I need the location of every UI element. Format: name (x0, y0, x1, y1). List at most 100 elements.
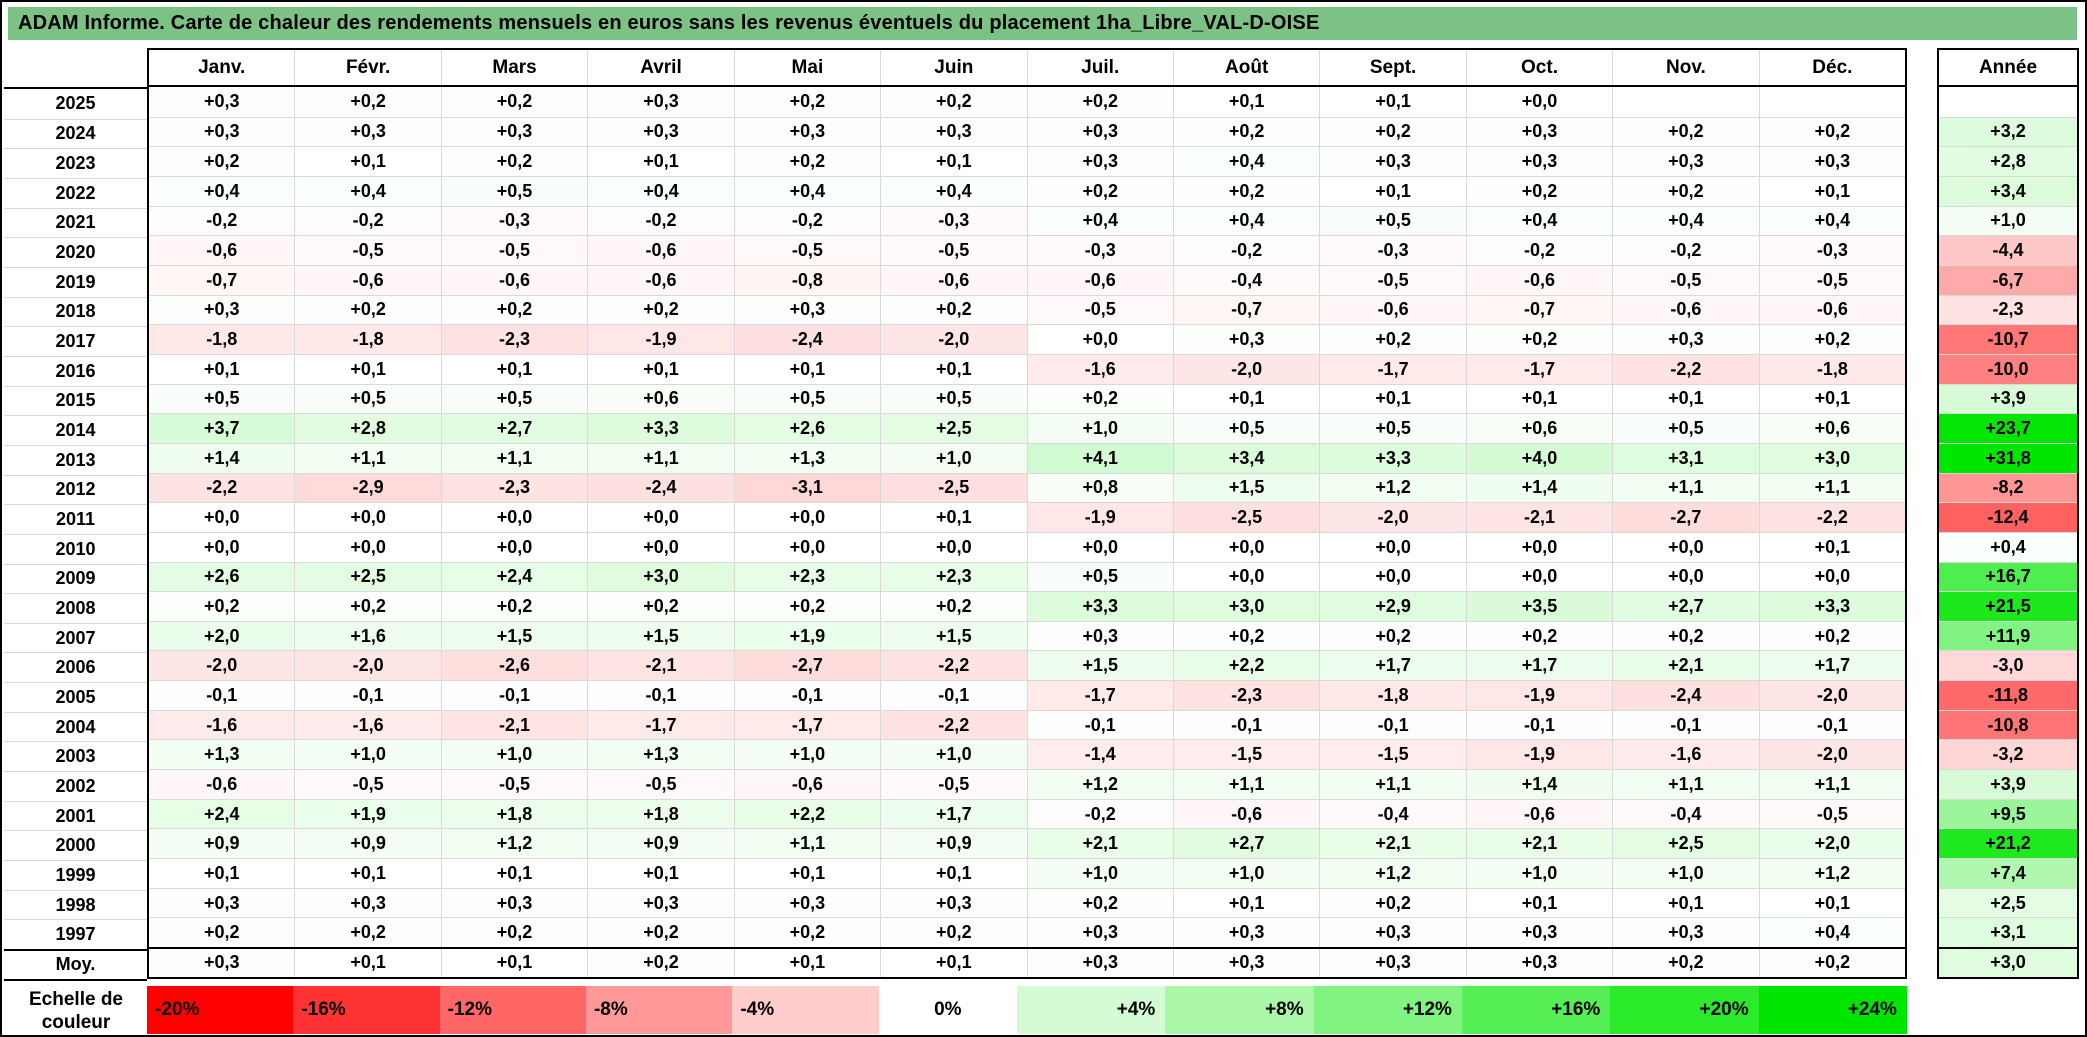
table-row: -0,1 -0,1 -0,1 -0,1 -0,1 -0,1 -1,7 -2,3 -1,8 -1,9… (149, 680, 1906, 710)
table-row: +1,3 +1,0 +1,0 +1,3 +1,0 +1,0 -1,4 -1,5 -1,5 -1,9… (149, 739, 1906, 770)
legend-tile-p4pct: +4% (1016, 986, 1166, 1034)
annual-value-cell: +21,5 (1939, 592, 2077, 621)
heatmap-cell: +0,4 (1466, 206, 1614, 236)
heatmap-cell: -0,4 (1320, 799, 1467, 829)
legend-tile-m4pct: -4% (732, 986, 879, 1034)
heatmap-cell: -1,6 (1027, 354, 1174, 384)
table-row: +0,0 +0,0 +0,0 +0,0 +0,0 +0,1 -1,9 -2,5 -2,0 -2,1… (149, 502, 1906, 532)
heatmap-cell: +0,1 (1173, 87, 1321, 117)
column-header-mars: Mars (442, 50, 589, 85)
heatmap-cell: +0,2 (1613, 949, 1760, 977)
heatmap-cell: -1,7 (588, 710, 735, 740)
annual-row: +3,9 (1939, 383, 2077, 414)
heatmap-cell: +0,0 (149, 532, 296, 562)
heatmap-cell: +0,2 (1320, 888, 1467, 918)
heatmap-cell: +0,2 (149, 592, 296, 621)
legend-tile-m20pct: -20% (147, 986, 294, 1034)
row-label-2024: 2024 (4, 118, 147, 149)
heatmap-cell: +1,1 (1759, 770, 1906, 799)
annual-row: -2,3 (1939, 294, 2077, 325)
heatmap-cell: -0,1 (1613, 710, 1760, 740)
heatmap-cell: +0,4 (149, 176, 296, 206)
heatmap-cell: +1,0 (441, 740, 589, 770)
annual-value-cell: +31,8 (1939, 443, 2077, 473)
heatmap-cell: +2,2 (1173, 651, 1321, 681)
heatmap-cell: -2,6 (441, 651, 589, 681)
heatmap-cell: -0,8 (734, 265, 882, 295)
heatmap-cell: +0,3 (1466, 949, 1614, 977)
annual-value-cell: -3,2 (1939, 740, 2077, 770)
heatmap-cell: +0,1 (734, 859, 882, 888)
row-label-1998: 1998 (4, 889, 147, 920)
heatmap-cell: -0,2 (1173, 236, 1321, 265)
heatmap-cell: +2,1 (1027, 829, 1174, 859)
column-header-juil: Juil. (1028, 50, 1174, 85)
heatmap-cell: +3,3 (1320, 443, 1467, 473)
heatmap-cell: +0,0 (1027, 325, 1174, 354)
heatmap-cell: +0,1 (1320, 87, 1467, 117)
legend-tile-m16pct: -16% (293, 986, 440, 1034)
heatmap-cell: +2,6 (734, 414, 882, 443)
heatmap-cell: +0,1 (734, 949, 882, 977)
heatmap-cell: +0,4 (1027, 206, 1174, 236)
heatmap-cell: +0,6 (1759, 414, 1906, 443)
heatmap-cell: +3,3 (1027, 592, 1174, 621)
column-header-janv: Janv. (149, 50, 296, 85)
heatmap-cell: +0,3 (588, 117, 735, 147)
heatmap-cell: -1,6 (295, 710, 442, 740)
heatmap-cell: +0,6 (1466, 414, 1614, 443)
heatmap-cell: -0,7 (1466, 295, 1614, 325)
heatmap-cell: -2,2 (149, 473, 296, 503)
heatmap-cell: -1,9 (588, 325, 735, 354)
heatmap-cell: -1,6 (1613, 740, 1760, 770)
monthly-returns-heatmap-table: Janv. Févr. Mars Avril Mai Juin Juil. Août Sept.… (147, 48, 1907, 979)
heatmap-cell: +0,9 (295, 829, 442, 859)
heatmap-cell: -0,5 (1027, 295, 1174, 325)
table-row: +0,1 +0,1 +0,1 +0,1 +0,1 +0,1 -1,6 -2,0 -1,7 -1,7… (149, 353, 1906, 384)
heatmap-cell: +1,1 (588, 443, 735, 473)
heatmap-cell: +1,1 (734, 829, 882, 859)
annual-row: +3,4 (1939, 175, 2077, 206)
color-scale-label: Echelle de couleur (29, 989, 123, 1033)
heatmap-cell: -0,2 (1613, 236, 1760, 265)
legend-tile-p20pct: +20% (1610, 986, 1759, 1034)
heatmap-cell: -2,0 (149, 651, 296, 681)
heatmap-cell: +0,0 (1320, 562, 1467, 592)
heatmap-cell: +0,3 (1027, 621, 1174, 651)
table-row: +0,3 +0,3 +0,3 +0,3 +0,3 +0,3 +0,2 +0,1 +0,2 +0,1… (149, 887, 1906, 918)
annual-row: +2,8 (1939, 146, 2077, 176)
heatmap-cell: +1,6 (295, 621, 442, 651)
annual-value-cell: +2,5 (1939, 888, 2077, 918)
heatmap-cell: -0,4 (1173, 265, 1321, 295)
heatmap-cell: +0,0 (881, 532, 1028, 562)
heatmap-cell: +2,4 (149, 799, 296, 829)
heatmap-cell: +1,1 (1320, 770, 1467, 799)
heatmap-cell: +0,1 (441, 354, 589, 384)
heatmap-cell: -2,0 (881, 325, 1028, 354)
legend-tile-m12pct: -12% (439, 986, 586, 1034)
heatmap-cell: -0,1 (1320, 710, 1467, 740)
heatmap-cell: +0,2 (1759, 325, 1906, 354)
heatmap-cell: +0,4 (295, 176, 442, 206)
heatmap-cell: -0,5 (1759, 265, 1906, 295)
heatmap-cell: -2,7 (1613, 503, 1760, 532)
heatmap-cell: +2,7 (441, 414, 589, 443)
annual-row: -10,7 (1939, 324, 2077, 354)
heatmap-cell: +0,2 (295, 295, 442, 325)
annual-header-row: Année (1939, 50, 2077, 87)
heatmap-cell: +0,1 (881, 503, 1028, 532)
legend-tile-0pct: 0% (878, 986, 1017, 1034)
annual-value-cell: -2,3 (1939, 295, 2077, 325)
color-scale-legend: -20% -16% -12% -8% -4% 0% +4% +8% +12% +16% +20% +2… (147, 986, 1907, 1034)
heatmap-cell: -2,0 (1759, 740, 1906, 770)
heatmap-cell: -0,5 (734, 236, 882, 265)
table-row: -0,6 -0,5 -0,5 -0,6 -0,5 -0,5 -0,3 -0,2 -0,3 -0,2… (149, 235, 1906, 265)
column-header-annee: Année (1978, 56, 2038, 78)
heatmap-cell: -2,1 (1466, 503, 1614, 532)
heatmap-cell: +1,4 (1466, 770, 1614, 799)
heatmap-cell: -0,3 (441, 206, 589, 236)
heatmap-cell: +0,2 (1759, 117, 1906, 147)
heatmap-cell: +1,3 (588, 740, 735, 770)
heatmap-cell: +4,1 (1027, 443, 1174, 473)
heatmap-cell: +0,2 (441, 592, 589, 621)
